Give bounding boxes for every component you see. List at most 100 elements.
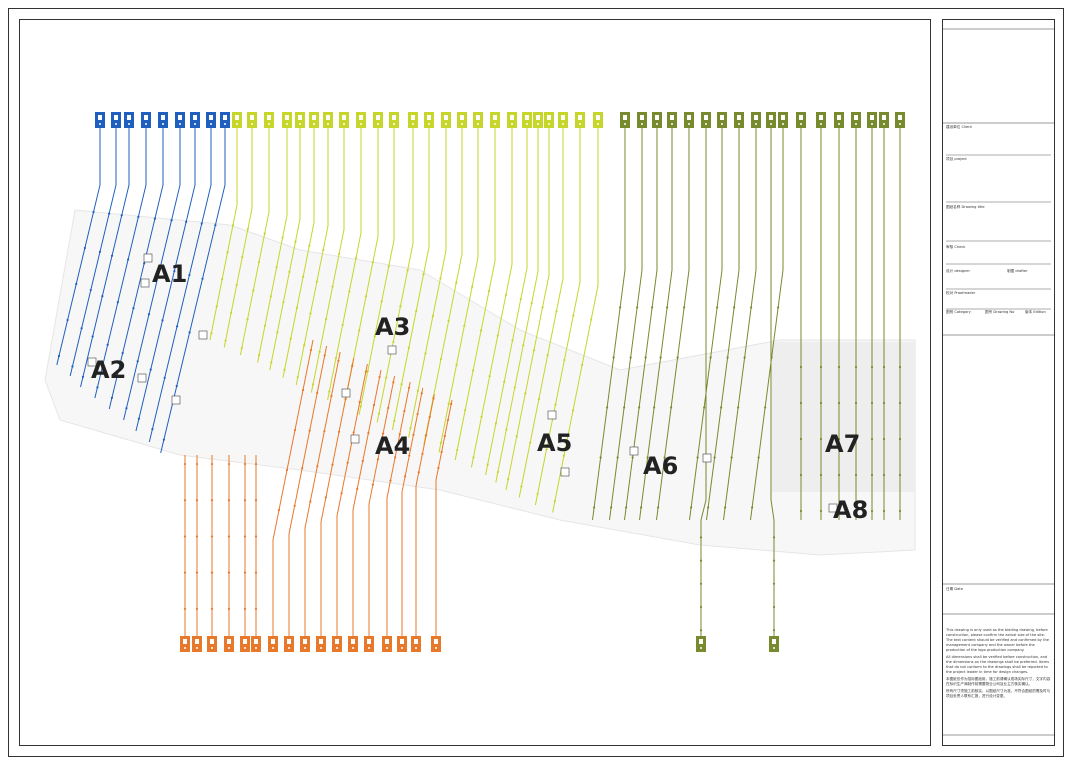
sign-point [372,403,376,407]
sign-point [195,462,199,466]
sign-point [243,535,247,538]
route-line [505,128,550,491]
sign-point [294,240,297,243]
sign-point [195,535,199,538]
sign-tag-glyph [193,115,197,120]
sign-point [210,607,214,610]
sign-point [71,365,74,368]
sign-point [224,339,227,342]
sign-point [276,331,279,334]
sign-tag-dot [360,123,362,125]
sign-point [480,415,483,418]
sign-tag-dot [99,123,101,125]
sign-tag-dot [705,123,707,125]
sign-tag-dot [641,123,643,125]
sign-point [644,356,647,359]
sign-point [870,473,874,477]
sign-tag-glyph [561,115,565,120]
sign-point [870,365,874,369]
sign-point [519,297,522,301]
sign-point [120,214,123,217]
sign-point [91,335,94,338]
sign-tag-glyph [687,115,691,120]
sign-point [263,324,267,327]
sign-tag-dot [800,123,802,125]
sign-point [563,358,566,362]
sign-point [504,293,508,297]
sign-tag-dot [899,123,901,125]
sign-point [619,306,622,309]
sign-point [416,389,420,392]
sign-point [412,433,415,436]
sign-point [83,246,86,250]
label-project: 项目 project [946,156,967,161]
sign-point [406,269,409,272]
sign-point [799,437,803,441]
sign-tag-dot [738,123,740,125]
sign-point [227,571,231,574]
sign-point [173,270,176,273]
sign-point [322,248,325,251]
sign-tag-dot [224,123,226,125]
sign-tag-dot [320,647,322,649]
sign-point [707,506,710,509]
route-line [386,381,411,636]
sign-point [359,405,362,408]
sign-point [610,506,613,509]
route-line [518,128,564,498]
sign-tag-glyph [400,639,404,644]
sign-tag-glyph [235,115,239,120]
sign-point [772,605,776,609]
sign-point [431,314,435,318]
sign-point [254,499,258,502]
sign-tag-dot [412,123,414,125]
sign-point [89,288,92,292]
sign-point [66,318,69,322]
sign-point [666,306,669,309]
sign-point [709,356,712,359]
sign-tag-glyph [655,115,659,120]
sign-tag-glyph [427,115,431,120]
sign-point [344,397,347,401]
sign-point [354,256,358,260]
label-edition: 版本 Edition [1025,309,1046,314]
sign-point [422,273,425,276]
sign-point [629,356,632,359]
sign-point [854,509,858,513]
sign-point [303,344,306,347]
route-line [336,363,368,636]
facility-icon [87,357,97,367]
route-line [69,128,117,377]
sign-point [724,506,727,509]
note: 本图纸仅作为招标图纸用，施工前请确认现场实际尺寸，文字内容在标识生产商制作前需要… [946,677,1051,686]
sign-tag-glyph [854,115,858,120]
sign-tag-dot [393,123,395,125]
sign-tag-glyph [737,115,741,120]
sign-point [494,422,498,425]
sign-point [404,475,407,478]
sign-point [640,506,643,509]
sign-tag-glyph [359,115,363,120]
label-category: 图别 Category [946,309,972,314]
sign-point [352,431,355,434]
sign-tag-glyph [898,115,902,120]
sign-point [898,437,902,441]
sign-point [720,406,723,409]
sign-point [308,244,311,247]
sign-point [536,492,539,495]
sign-point [593,506,596,509]
sign-tag-dot [597,123,599,125]
sign-point [340,492,343,495]
sign-tag-glyph [510,115,514,120]
sign-point [513,386,516,389]
sign-tag-glyph [434,639,438,644]
sign-point [230,311,233,314]
sign-tag-dot [211,647,213,649]
sign-tag-glyph [819,115,823,120]
sign-point [358,400,361,404]
sign-point [387,406,390,410]
sign-point [757,456,760,459]
floor-plan-area [772,342,914,492]
sign-point [870,401,874,405]
